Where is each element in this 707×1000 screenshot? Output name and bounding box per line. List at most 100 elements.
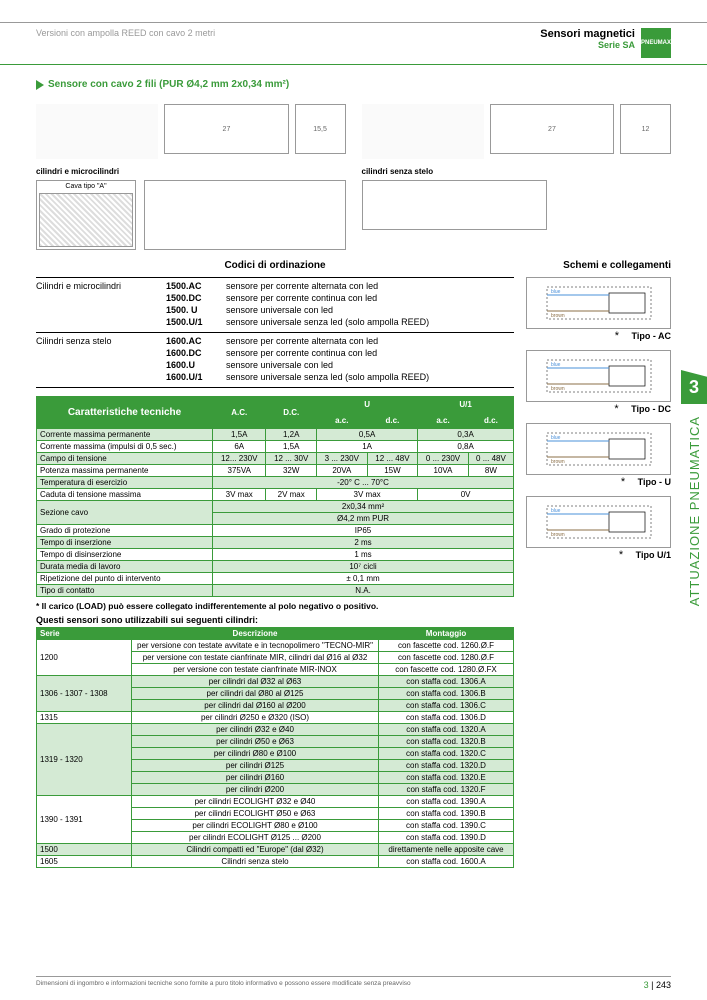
- series-note: Questi sensori sono utilizzabili sui seg…: [36, 615, 514, 625]
- doc-subtitle: Serie SA: [540, 40, 635, 50]
- tech-row: Potenza massima permanente375VA32W20VA15…: [37, 465, 514, 477]
- header-right-text: Sensori magnetici Serie SA: [540, 28, 635, 50]
- tech-row: Ripetizione del punto di intervento± 0,1…: [37, 573, 514, 585]
- order-code: 1600.U: [166, 360, 226, 370]
- drawing-bracket: [144, 180, 346, 250]
- star-icon: *: [621, 476, 625, 488]
- th-dc: D.C.: [266, 397, 317, 429]
- svg-text:blue: blue: [551, 289, 561, 295]
- tech-cell: IP65: [213, 525, 514, 537]
- order-group-label: Cilindri e microcilindri: [36, 281, 166, 329]
- order-desc: sensore per corrente alternata con led: [226, 281, 378, 291]
- tech-cell: 2x0,34 mm²: [213, 501, 514, 513]
- order-code: 1500. U: [166, 305, 226, 315]
- schema-box: blue brown * Tipo - U: [526, 423, 671, 488]
- series-cell-desc: per cilindri dal Ø32 al Ø63: [132, 676, 379, 688]
- order-desc: sensore universale con led: [226, 305, 333, 315]
- green-rule: [0, 64, 707, 65]
- doc-title: Sensori magnetici: [540, 28, 635, 40]
- top-rule: [0, 22, 707, 23]
- tech-label: Grado di protezione: [37, 525, 213, 537]
- tech-label: Corrente massima (impulsi di 0,5 sec.): [37, 441, 213, 453]
- tech-cell: 12 ... 48V: [367, 453, 418, 465]
- tech-cell: 10VA: [418, 465, 469, 477]
- th-u-ac: a.c.: [317, 413, 368, 429]
- series-cell-serie: 1315: [37, 712, 132, 724]
- tech-row: Grado di protezioneIP65: [37, 525, 514, 537]
- svg-text:brown: brown: [551, 459, 565, 465]
- tech-cell: 0,3A: [418, 429, 514, 441]
- tech-row: Corrente massima (impulsi di 0,5 sec.)6A…: [37, 441, 514, 453]
- series-cell-desc: per cilindri Ø32 e Ø40: [132, 724, 379, 736]
- images-row: 27 15,5 cilindri e microcilindri Cava ti…: [36, 104, 671, 250]
- th-u1: U/1: [418, 397, 514, 413]
- img-block-left: 27 15,5 cilindri e microcilindri Cava ti…: [36, 104, 346, 250]
- tech-cell: 2 ms: [213, 537, 514, 549]
- order-code: 1500.DC: [166, 293, 226, 303]
- schema-diagram: bluebrown: [526, 277, 671, 329]
- series-row: 1200per versione con testate avvitate e …: [37, 640, 514, 652]
- series-cell-mount: con staffa cod. 1306.C: [379, 700, 514, 712]
- schema-label: Tipo - U: [638, 477, 671, 487]
- tech-cell: 6A: [213, 441, 266, 453]
- side-tab: 3 ATTUAZIONE PNEUMATICA: [681, 370, 707, 610]
- schema-label-row: * Tipo - AC: [526, 330, 671, 342]
- main-columns: Codici di ordinazione Cilindri e microci…: [36, 260, 671, 868]
- series-cell-desc: per cilindri Ø125: [132, 760, 379, 772]
- caption-left: cilindri e microcilindri: [36, 167, 346, 176]
- order-group: Cilindri e microcilindri1500.ACsensore p…: [36, 278, 514, 333]
- series-cell-mount: con staffa cod. 1390.A: [379, 796, 514, 808]
- order-line: 1600.U/1sensore universale senza led (so…: [166, 372, 514, 382]
- tech-cell: 15W: [367, 465, 418, 477]
- tech-cell: 1 ms: [213, 549, 514, 561]
- chapter-badge: 3: [681, 370, 707, 404]
- tech-label: Sezione cavo: [37, 501, 213, 525]
- dim-12: 12: [642, 126, 650, 133]
- schema-label-row: * Tipo - DC: [526, 403, 671, 415]
- tech-label: Caduta di tensione massima: [37, 489, 213, 501]
- schema-label: Tipo U/1: [636, 550, 671, 560]
- order-title: Codici di ordinazione: [36, 260, 514, 271]
- series-cell-mount: con staffa cod. 1320.E: [379, 772, 514, 784]
- series-cell-desc: per cilindri dal Ø80 al Ø125: [132, 688, 379, 700]
- th-u: U: [317, 397, 418, 413]
- series-cell-mount: con staffa cod. 1390.C: [379, 820, 514, 832]
- logo-icon: PNEUMAX: [641, 28, 671, 58]
- series-cell-desc: per cilindri Ø200: [132, 784, 379, 796]
- section-title: Sensore con cavo 2 fili (PUR Ø4,2 mm 2x0…: [36, 79, 671, 90]
- sensor-photo-right: [362, 104, 484, 159]
- order-code: 1500.AC: [166, 281, 226, 291]
- series-cell-mount: con staffa cod. 1306.D: [379, 712, 514, 724]
- svg-text:brown: brown: [551, 386, 565, 392]
- left-column: Codici di ordinazione Cilindri e microci…: [36, 260, 514, 868]
- order-desc: sensore per corrente alternata con led: [226, 336, 378, 346]
- th-u1-ac: a.c.: [418, 413, 469, 429]
- tech-cell: 12... 230V: [213, 453, 266, 465]
- section-title-text: Sensore con cavo 2 fili (PUR Ø4,2 mm 2x0…: [48, 79, 289, 90]
- tech-cell: N.A.: [213, 585, 514, 597]
- arrow-icon: [36, 80, 44, 90]
- drawing-side-1: 27: [164, 104, 288, 154]
- tech-th-title: Caratteristiche tecniche: [37, 397, 213, 429]
- schemas-list: bluebrown* Tipo - ACbluebrown* Tipo - DC…: [526, 277, 671, 561]
- tech-label: Potenza massima permanente: [37, 465, 213, 477]
- series-cell-desc: per versione con testate avvitate e in t…: [132, 640, 379, 652]
- tech-cell: 2V max: [266, 489, 317, 501]
- drawing-side-2: 27: [490, 104, 614, 154]
- tech-cell: 3V max: [317, 489, 418, 501]
- header-right: Sensori magnetici Serie SA PNEUMAX: [540, 28, 671, 58]
- svg-text:blue: blue: [551, 435, 561, 441]
- series-cell-mount: con fascette cod. 1260.Ø.F: [379, 640, 514, 652]
- tech-label: Corrente massima permanente: [37, 429, 213, 441]
- schema-box: bluebrown* Tipo - AC: [526, 277, 671, 342]
- series-cell-mount: con staffa cod. 1320.D: [379, 760, 514, 772]
- order-desc: sensore universale con led: [226, 360, 333, 370]
- page-number: 3 | 243: [644, 980, 671, 990]
- series-cell-mount: con staffa cod. 1600.A: [379, 856, 514, 868]
- page: Versioni con ampolla REED con cavo 2 met…: [0, 0, 707, 1000]
- series-row: 1390 - 1391per cilindri ECOLIGHT Ø32 e Ø…: [37, 796, 514, 808]
- series-th-2: Descrizione: [132, 628, 379, 640]
- series-cell-desc: per cilindri Ø50 e Ø63: [132, 736, 379, 748]
- tech-cell: 1,2A: [266, 429, 317, 441]
- tech-cell: 0,5A: [317, 429, 418, 441]
